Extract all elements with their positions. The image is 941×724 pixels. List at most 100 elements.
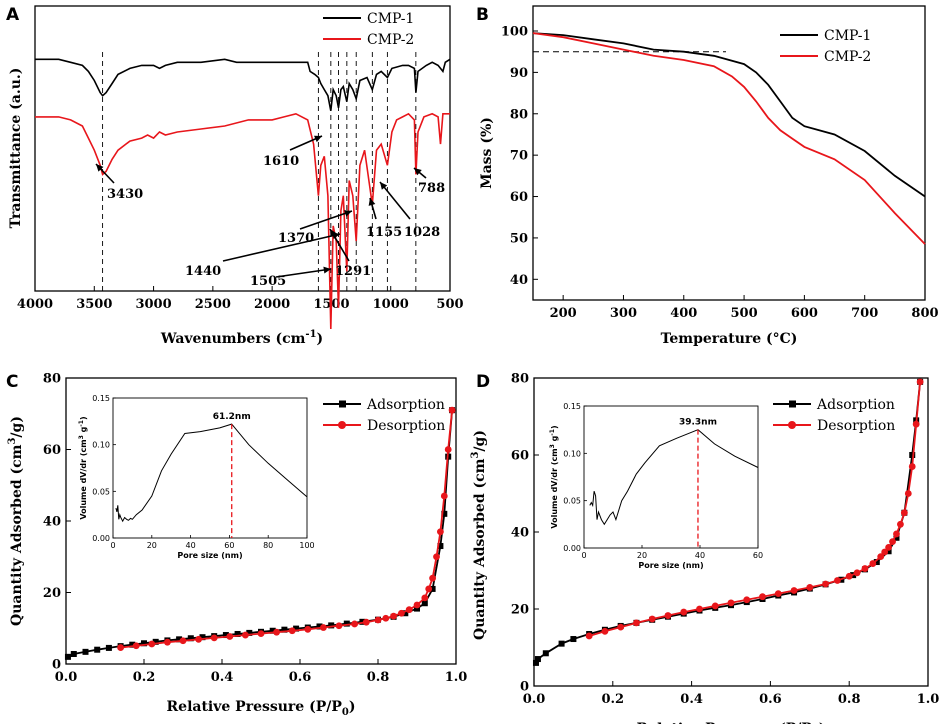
panel-c-adsorption-point xyxy=(187,635,194,642)
panel-letter-b: B xyxy=(476,5,489,25)
panel-a-arrowhead xyxy=(414,168,422,176)
panel-c-inset-line xyxy=(115,423,308,523)
panel-d-desorption-point xyxy=(916,378,924,386)
panel-c-adsorption-point xyxy=(328,622,335,629)
panel-a-legend-cmp1-label: CMP-1 xyxy=(367,11,414,27)
panel-c-adsorption-point xyxy=(141,640,147,647)
panel-c-desorption-point xyxy=(390,612,397,620)
panel-a-annotation-1028: 1028 xyxy=(404,225,440,240)
panel-c-ytick-label: 60 xyxy=(43,443,61,458)
panel-c-desorption-point xyxy=(195,635,203,643)
panel-b-ytick-label: 90 xyxy=(510,66,528,81)
panel-c-ytick-label: 40 xyxy=(43,515,61,530)
panel-d-inset-y-axis-label-end: ) xyxy=(550,425,559,429)
panel-a-annotation-1291: 1291 xyxy=(335,264,371,279)
panel-c-adsorption-point xyxy=(129,641,136,648)
panel-d-ytick-label: 20 xyxy=(511,603,529,618)
panel-c-desorption-point xyxy=(421,594,429,602)
panel-a-arrowhead xyxy=(344,210,352,217)
panel-d-inset-frame xyxy=(583,405,759,549)
panel-d-inset-ytick-label: 0.00 xyxy=(563,544,581,553)
panel-c-y-axis-label-sup: 3 xyxy=(7,438,18,445)
panel-d-legend-desorption-label: Desorption xyxy=(817,418,895,434)
panel-c-inset-xtick-label: 40 xyxy=(186,541,196,550)
panel-b-ytick-label: 50 xyxy=(510,231,528,246)
panel-d-desorption-point xyxy=(900,509,908,517)
panel-c-adsorption-point xyxy=(316,623,323,630)
panel-c-legend-desorption-label: Desorption xyxy=(367,418,445,434)
panel-a-x-axis-label-end: ) xyxy=(317,331,324,347)
panel-d-adsorption-point xyxy=(873,559,880,566)
panel-a-arrowhead xyxy=(96,164,104,172)
panel-a-arrowhead xyxy=(368,198,376,206)
panel-c-adsorption-point xyxy=(64,653,71,660)
panel-c-adsorption-point xyxy=(246,629,253,636)
panel-c-adsorption-point xyxy=(176,636,183,643)
panel-b-x-axis-label: Temperature (°C) xyxy=(661,331,798,347)
panel-d-x-axis-label-end: ) xyxy=(819,721,826,724)
panel-c-adsorption-point xyxy=(441,510,448,517)
panel-c-inset-ytick-label: 0.10 xyxy=(92,441,110,450)
panel-b-xtick-label: 500 xyxy=(731,306,758,321)
panel-d-ytick-label: 60 xyxy=(511,449,529,464)
panel-c-legend-adsorption-marker xyxy=(339,400,346,408)
panel-d-inset-y-axis-label-sup: 3 xyxy=(549,444,556,448)
panel-d-inset-line xyxy=(589,429,759,526)
panel-b-xtick-label: 800 xyxy=(911,306,938,321)
panel-c-adsorption-point xyxy=(234,630,241,637)
panel-c-adsorption-point xyxy=(437,543,444,550)
panel-c-inset-frame xyxy=(112,397,308,539)
panel-d-adsorption-point xyxy=(570,636,577,643)
panel-a-annotation-arrow xyxy=(275,268,332,278)
panel-d-ytick-label: 40 xyxy=(511,526,529,541)
panel-c-inset-y-axis-label-end: ) xyxy=(79,416,88,420)
panel-c-desorption-point xyxy=(304,625,312,633)
panel-d-desorption-point xyxy=(759,593,766,601)
panel-b-ytick-label: 70 xyxy=(510,149,528,164)
panel-c-desorption-point xyxy=(210,634,218,642)
panel-a-xtick-label: 2000 xyxy=(254,297,290,312)
panel-d-desorption-point xyxy=(680,608,688,616)
panel-a-annotation-arrow xyxy=(299,210,353,230)
panel-d-xtick-label: 0.8 xyxy=(838,692,861,707)
panel-d-inset-x-axis-label: Pore size (nm) xyxy=(638,561,703,570)
panel-d-x-axis-label: Relative Pressure (P/P0) xyxy=(637,721,826,724)
panel-c-desorption-point xyxy=(425,585,433,593)
panel-c-adsorption-point xyxy=(429,585,436,592)
panel-letter-c: C xyxy=(6,372,18,392)
panel-b-series-1-line xyxy=(532,32,926,198)
panel-c-inset-xtick-label: 0 xyxy=(110,541,115,550)
panel-c-desorption-point xyxy=(226,633,234,640)
panel-c-xtick-label: 0.4 xyxy=(211,670,234,685)
panel-c-inset-ytick-label: 0.05 xyxy=(92,487,110,496)
panel-c-desorption-point xyxy=(374,616,382,624)
panel-a-xtick-label: 500 xyxy=(436,297,463,312)
panel-d-inset-ytick-label: 0.15 xyxy=(563,402,581,411)
panel-c-xtick-label: 0.2 xyxy=(133,670,156,685)
panel-d-adsorption-point xyxy=(909,452,916,458)
panel-d-inset-peak-label: 39.3nm xyxy=(679,418,717,428)
panel-a-xtick-label: 3000 xyxy=(135,297,171,312)
panel-c-adsorption-point xyxy=(105,644,112,651)
panel-c-adsorption-point xyxy=(70,650,77,657)
panel-d-desorption-point xyxy=(774,590,782,597)
panel-c-inset-ytick-label: 0.00 xyxy=(92,534,110,543)
panel-c-desorption-point xyxy=(242,631,249,639)
panel-b-legend-cmp1-label: CMP-1 xyxy=(824,28,871,44)
panel-c-inset-y-axis-label-sup2: -1 xyxy=(78,420,85,427)
panel-c-adsorption-point xyxy=(281,626,288,633)
panel-b-xtick-label: 400 xyxy=(670,306,697,321)
panel-d-adsorption-point xyxy=(558,640,565,647)
panel-a-annotation-arrow xyxy=(222,233,341,262)
panel-c-desorption-point xyxy=(440,492,448,500)
panel-c-desorption-point xyxy=(429,574,436,582)
panel-c-inset-y-axis-label-sup: 3 xyxy=(78,435,85,439)
panel-d-adsorption-point xyxy=(532,659,539,666)
panel-a-xtick-label: 1000 xyxy=(373,297,409,312)
panel-d-desorption-point xyxy=(845,572,853,580)
panel-a-annotation-1505: 1505 xyxy=(250,274,286,289)
panel-d-inset-xtick-label: 0 xyxy=(581,551,586,560)
panel-c-desorption-point xyxy=(405,606,413,614)
panel-c-desorption-point xyxy=(148,640,156,648)
panel-d-y-axis-label-end: /g) xyxy=(472,430,488,452)
